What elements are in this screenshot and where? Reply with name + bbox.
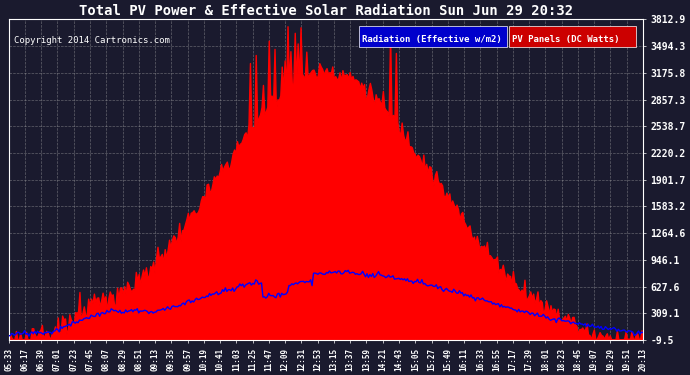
Text: Copyright 2014 Cartronics.com: Copyright 2014 Cartronics.com [14,36,170,45]
Text: PV Panels (DC Watts): PV Panels (DC Watts) [512,35,620,44]
Text: Radiation (Effective w/m2): Radiation (Effective w/m2) [362,35,502,44]
Title: Total PV Power & Effective Solar Radiation Sun Jun 29 20:32: Total PV Power & Effective Solar Radiati… [79,4,573,18]
